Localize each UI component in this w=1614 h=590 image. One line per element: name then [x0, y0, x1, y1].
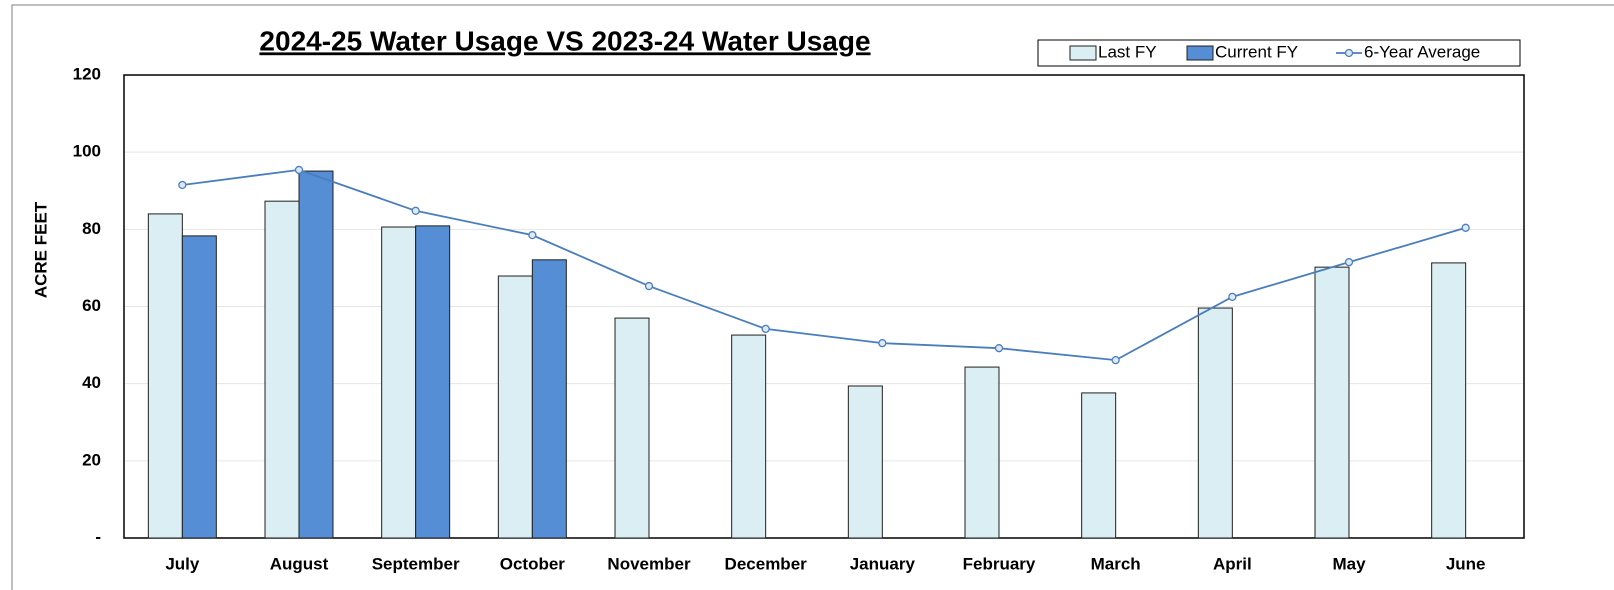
- line-marker: [1344, 257, 1354, 267]
- x-tick-label: September: [372, 554, 460, 573]
- y-tick-label: -: [95, 527, 101, 546]
- x-tick-label: June: [1446, 554, 1486, 573]
- bar: [1431, 262, 1467, 539]
- y-tick-label: 80: [82, 219, 101, 238]
- bar: [964, 366, 1000, 539]
- legend-label: 6-Year Average: [1364, 42, 1480, 61]
- chart-frame: [11, 4, 1614, 590]
- bar: [298, 170, 334, 539]
- x-tick-label: August: [270, 554, 329, 573]
- bar: [147, 213, 183, 539]
- legend-box: [1037, 39, 1521, 67]
- x-tick-label: April: [1213, 554, 1252, 573]
- legend-swatch: [1069, 45, 1097, 61]
- legend-label: Current FY: [1215, 42, 1298, 61]
- x-tick-label: March: [1091, 554, 1141, 573]
- x-tick-label: December: [725, 554, 808, 573]
- line-marker: [1461, 223, 1470, 232]
- bar: [264, 200, 300, 539]
- bar: [731, 334, 767, 539]
- bar: [497, 275, 533, 539]
- y-tick-label: 120: [73, 64, 101, 83]
- line-marker: [761, 324, 770, 334]
- y-tick-label: 20: [82, 450, 101, 469]
- legend-swatch-marker: [1344, 48, 1354, 58]
- bar: [847, 385, 883, 539]
- x-tick-label: January: [850, 554, 916, 573]
- bar: [415, 225, 451, 539]
- bar: [531, 259, 567, 539]
- bar: [181, 235, 217, 539]
- x-tick-label: May: [1332, 554, 1366, 573]
- y-tick-label: 40: [82, 373, 101, 392]
- legend-swatch: [1186, 45, 1214, 61]
- bar: [1081, 392, 1117, 539]
- x-tick-label: November: [607, 554, 691, 573]
- line: [182, 168, 1466, 362]
- bar: [1197, 307, 1233, 539]
- line-marker: [1228, 292, 1237, 302]
- line-marker: [878, 339, 887, 348]
- line-marker: [294, 165, 304, 175]
- line-marker: [644, 281, 654, 291]
- line-marker: [1111, 355, 1120, 365]
- y-axis-label: ACRE FEET: [31, 201, 50, 298]
- x-tick-label: February: [963, 554, 1036, 573]
- line-marker: [178, 180, 187, 190]
- y-tick-label: 100: [73, 142, 101, 161]
- legend-label: Last FY: [1098, 42, 1157, 61]
- x-tick-label: July: [165, 554, 200, 573]
- bar: [614, 317, 650, 539]
- bar: [381, 226, 417, 539]
- line-marker: [994, 344, 1004, 353]
- chart-title: 2024-25 Water Usage VS 2023-24 Water Usa…: [259, 25, 870, 56]
- y-tick-label: 60: [82, 296, 101, 315]
- plot-frame: [123, 74, 1525, 539]
- line-marker: [411, 206, 420, 215]
- bar: [1314, 266, 1350, 539]
- line-marker: [528, 230, 537, 240]
- x-tick-label: October: [500, 554, 566, 573]
